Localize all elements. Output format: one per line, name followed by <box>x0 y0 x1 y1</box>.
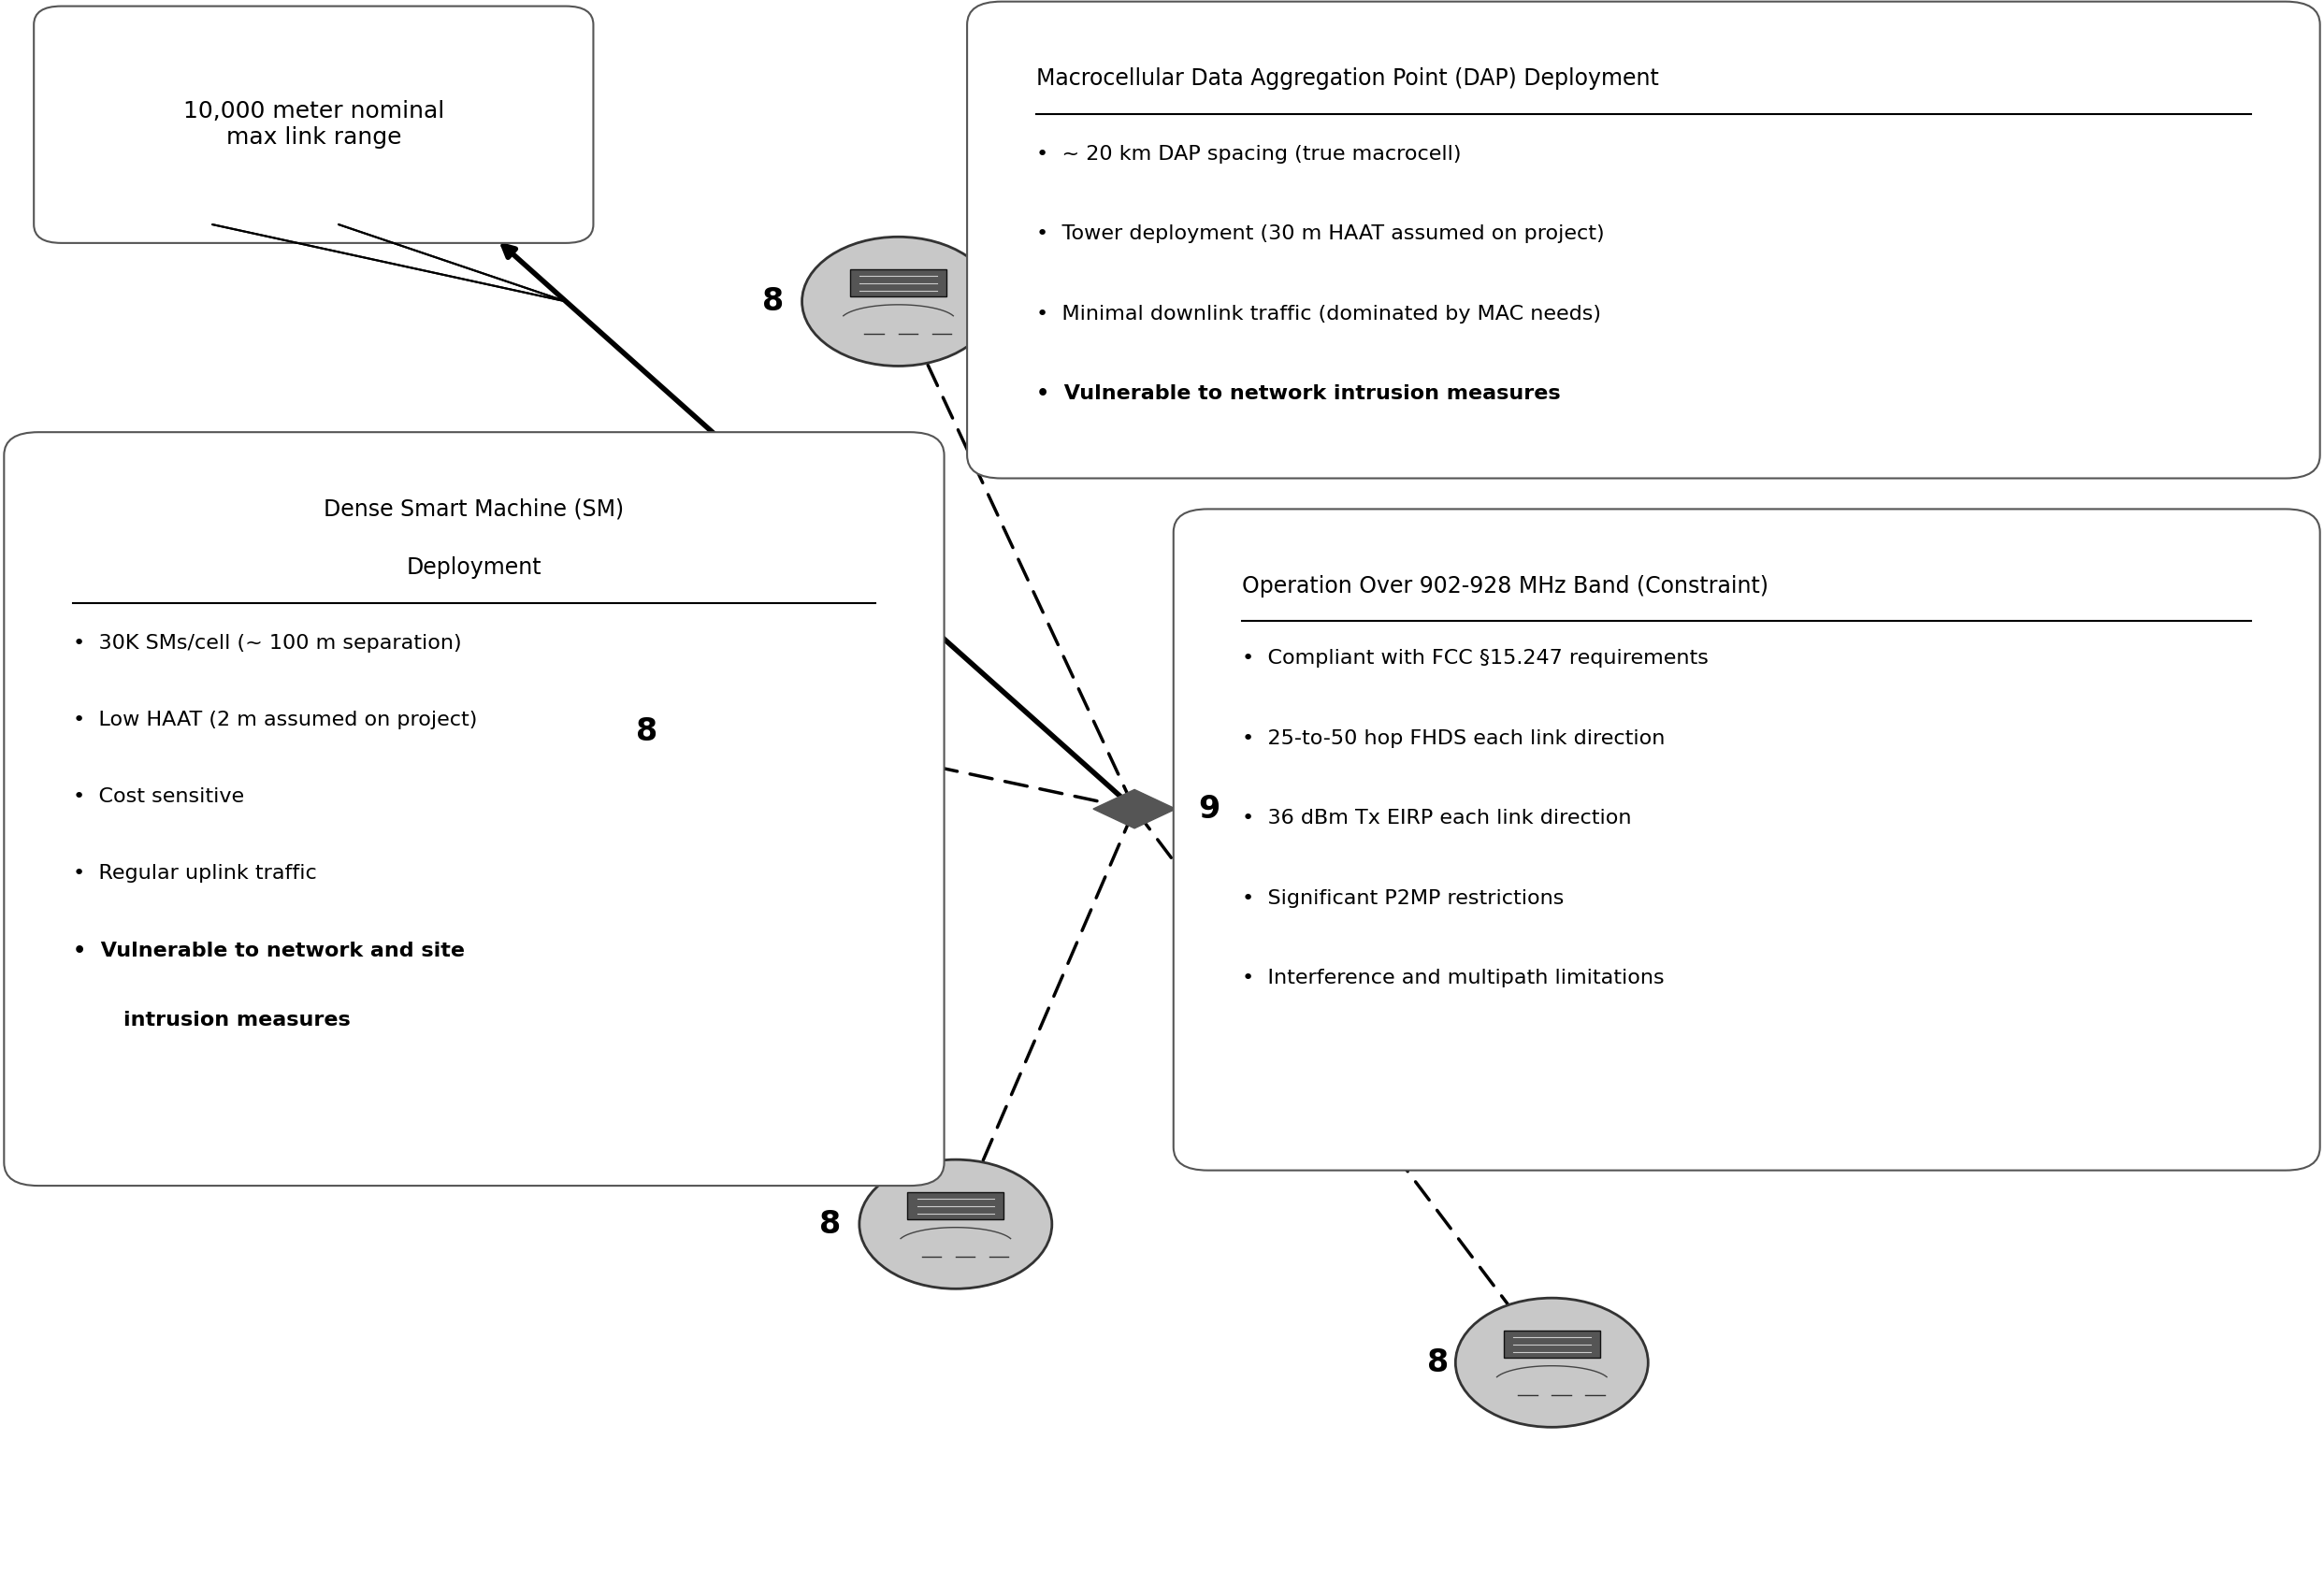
Text: Deployment: Deployment <box>407 557 541 579</box>
Text: 8: 8 <box>762 286 783 317</box>
Text: Dense Smart Machine (SM): Dense Smart Machine (SM) <box>323 499 625 521</box>
Text: •  Low HAAT (2 m assumed on project): • Low HAAT (2 m assumed on project) <box>72 711 476 730</box>
Text: Macrocellular Data Aggregation Point (DAP) Deployment: Macrocellular Data Aggregation Point (DA… <box>1037 67 1659 89</box>
Text: intrusion measures: intrusion measures <box>123 1010 351 1029</box>
FancyBboxPatch shape <box>5 431 944 1186</box>
Text: 10,000 meter nominal
max link range: 10,000 meter nominal max link range <box>184 100 444 149</box>
FancyBboxPatch shape <box>967 2 2319 479</box>
FancyBboxPatch shape <box>851 270 946 297</box>
Circle shape <box>860 1159 1053 1288</box>
Text: •  Significant P2MP restrictions: • Significant P2MP restrictions <box>1243 890 1564 907</box>
Text: Operation Over 902-928 MHz Band (Constraint): Operation Over 902-928 MHz Band (Constra… <box>1243 576 1769 598</box>
Text: 8: 8 <box>1427 1348 1448 1378</box>
Text: •  Vulnerable to network and site: • Vulnerable to network and site <box>72 941 465 960</box>
Text: •  Tower deployment (30 m HAAT assumed on project): • Tower deployment (30 m HAAT assumed on… <box>1037 224 1604 243</box>
FancyBboxPatch shape <box>1174 508 2319 1170</box>
Text: 8: 8 <box>637 717 658 747</box>
Text: •  25-to-50 hop FHDS each link direction: • 25-to-50 hop FHDS each link direction <box>1243 730 1666 748</box>
Text: •  Regular uplink traffic: • Regular uplink traffic <box>72 865 316 883</box>
Text: •  Minimal downlink traffic (dominated by MAC needs): • Minimal downlink traffic (dominated by… <box>1037 304 1601 323</box>
Text: •  Vulnerable to network intrusion measures: • Vulnerable to network intrusion measur… <box>1037 384 1559 403</box>
FancyBboxPatch shape <box>1504 1331 1599 1357</box>
Text: •  36 dBm Tx EIRP each link direction: • 36 dBm Tx EIRP each link direction <box>1243 810 1631 827</box>
Text: •  Cost sensitive: • Cost sensitive <box>72 788 244 806</box>
Text: •  Compliant with FCC §15.247 requirements: • Compliant with FCC §15.247 requirement… <box>1243 650 1708 668</box>
Circle shape <box>676 667 869 797</box>
Polygon shape <box>214 224 565 301</box>
Text: 8: 8 <box>820 1208 841 1240</box>
FancyBboxPatch shape <box>906 1192 1004 1219</box>
FancyBboxPatch shape <box>725 700 820 726</box>
Text: 9: 9 <box>1199 794 1220 824</box>
Text: •  Interference and multipath limitations: • Interference and multipath limitations <box>1243 970 1664 987</box>
Circle shape <box>802 237 995 366</box>
FancyBboxPatch shape <box>35 6 593 243</box>
Polygon shape <box>1092 789 1176 828</box>
Circle shape <box>1455 1298 1648 1428</box>
Text: •  30K SMs/cell (~ 100 m separation): • 30K SMs/cell (~ 100 m separation) <box>72 634 462 653</box>
Text: •  ~ 20 km DAP spacing (true macrocell): • ~ 20 km DAP spacing (true macrocell) <box>1037 144 1462 163</box>
